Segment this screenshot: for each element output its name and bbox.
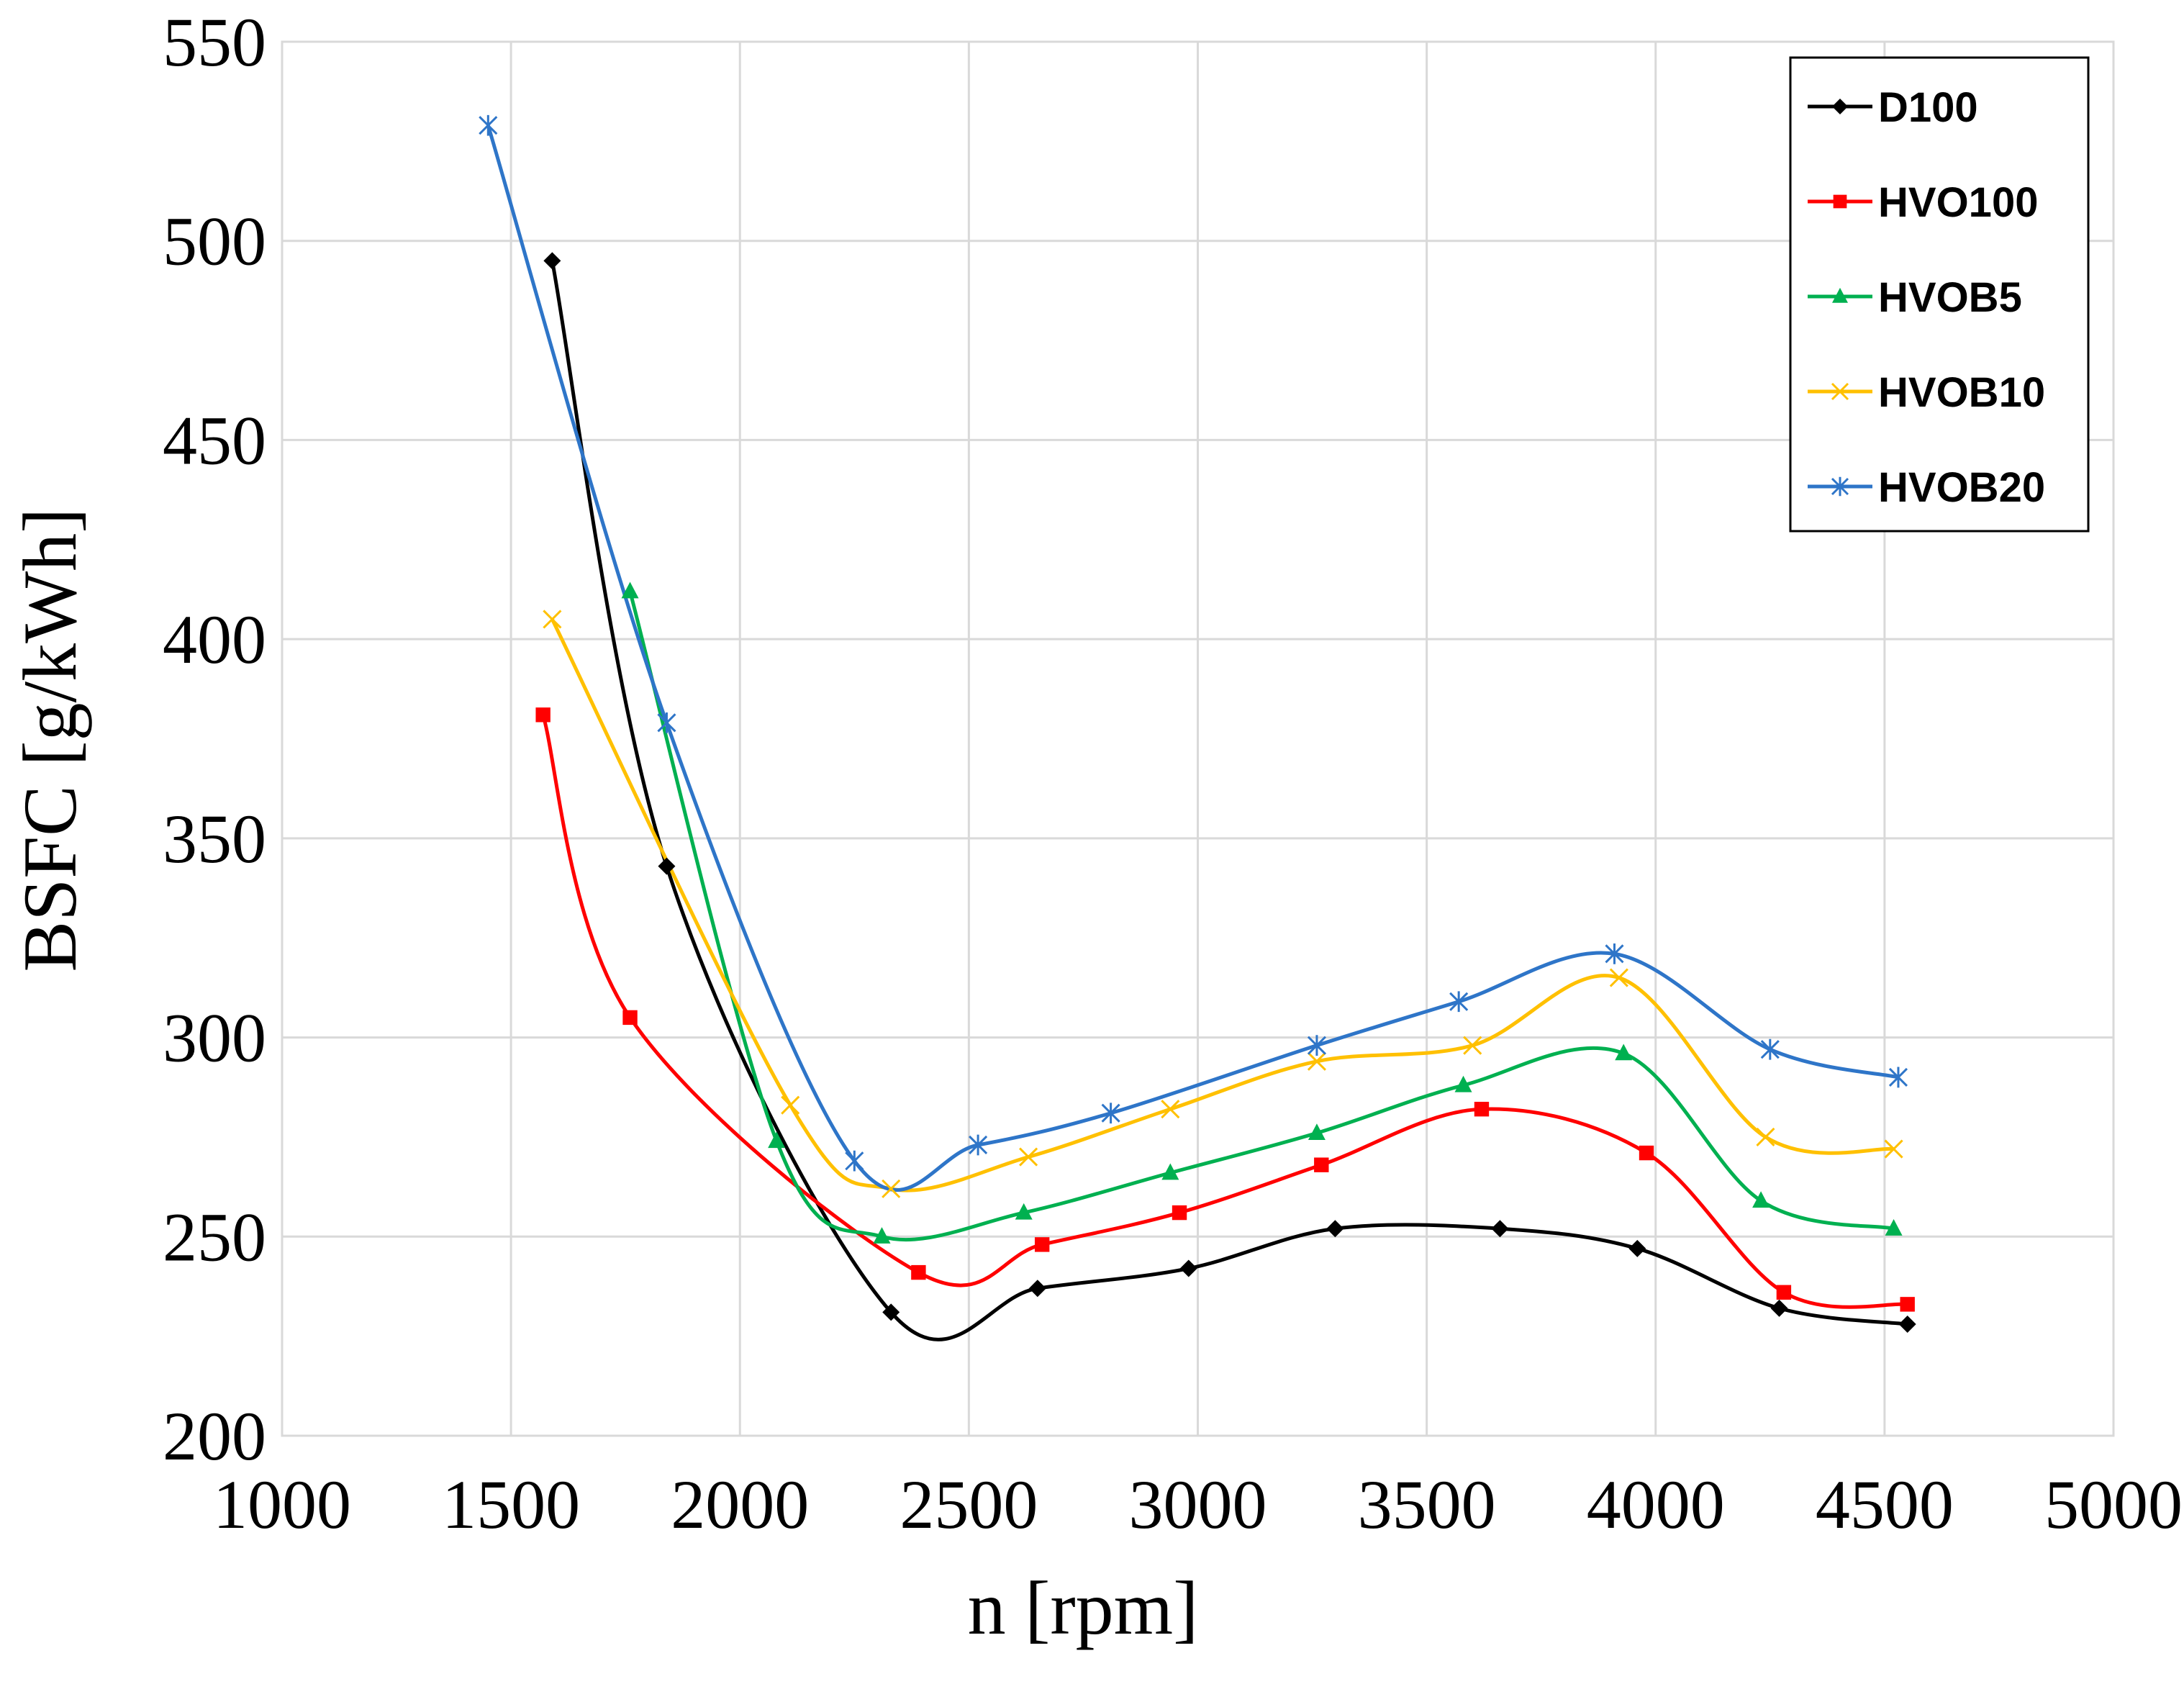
data-point-hvob5: [1615, 1044, 1633, 1061]
legend-label-hvo100: HVO100: [1878, 179, 2038, 226]
x-tick-label: 5000: [2044, 1466, 2183, 1543]
x-tick-label: 1000: [213, 1466, 351, 1543]
x-tick-label: 3500: [1358, 1466, 1496, 1543]
data-point-d100: [1028, 1280, 1046, 1298]
legend-item-hvo100: HVO100: [1808, 179, 2038, 226]
data-point-hvob5: [873, 1227, 891, 1244]
data-point-d100: [1770, 1299, 1788, 1317]
data-point-hvo100: [1900, 1297, 1915, 1312]
data-point-hvob10: [1609, 968, 1628, 987]
x-axis-tick-labels: 1000 1500 2000 2500 3000 3500 4000 4500 5000: [213, 1466, 2183, 1543]
data-point-hvob20: [1605, 943, 1624, 964]
data-point-hvob20: [479, 114, 498, 136]
data-point-hvob20: [1307, 1035, 1326, 1056]
legend-marker-hvob5: [1832, 287, 1848, 303]
series-points-hvob5: [621, 581, 1903, 1244]
data-point-hvob5: [1885, 1219, 1903, 1236]
series-points-d100: [543, 252, 1916, 1334]
y-tick-label: 350: [163, 800, 266, 877]
data-point-d100: [882, 1303, 900, 1321]
series-line-hvob10: [550, 618, 1894, 1192]
data-point-d100: [658, 857, 676, 875]
y-tick-label: 400: [163, 601, 266, 678]
data-point-hvob10: [882, 1179, 901, 1198]
data-point-hvob5: [1308, 1123, 1326, 1140]
data-point-hvo100: [1172, 1205, 1187, 1221]
legend-marker-hvob10: [1831, 382, 1849, 401]
series-points-hvo100: [535, 707, 1915, 1312]
y-tick-label: 200: [163, 1398, 266, 1475]
legend-label-hvob20: HVOB20: [1878, 464, 2045, 511]
x-axis-title: n [rpm]: [968, 1566, 1199, 1650]
data-point-hvob10: [1161, 1100, 1180, 1119]
data-point-hvob10: [1307, 1051, 1326, 1071]
legend-label-hvob5: HVOB5: [1878, 274, 2022, 321]
data-point-hvo100: [535, 707, 550, 723]
series-points-hvob20: [479, 114, 1908, 1172]
data-point-hvob10: [1756, 1127, 1775, 1146]
data-point-hvob5: [1752, 1191, 1770, 1208]
y-tick-label: 450: [163, 402, 266, 479]
legend-item-hvob20: HVOB20: [1808, 464, 2045, 511]
legend-marker-hvo100: [1833, 194, 1847, 209]
y-tick-label: 550: [163, 4, 266, 81]
data-point-hvob10: [543, 610, 562, 629]
x-tick-label: 2500: [900, 1466, 1038, 1543]
x-tick-label: 1500: [442, 1466, 580, 1543]
data-point-hvo100: [1314, 1157, 1329, 1172]
legend-item-hvob5: HVOB5: [1808, 274, 2022, 321]
data-point-hvob20: [969, 1134, 988, 1156]
legend-marker-d100: [1832, 99, 1848, 114]
series-markers: [479, 114, 1916, 1334]
data-point-hvo100: [1639, 1145, 1654, 1161]
data-point-hvob5: [621, 581, 639, 599]
legend-item-d100: D100: [1808, 84, 1978, 131]
data-point-hvo100: [1776, 1285, 1792, 1300]
y-tick-label: 250: [163, 1198, 266, 1275]
legend-label-d100: D100: [1878, 84, 1978, 131]
y-tick-label: 300: [163, 1000, 266, 1077]
y-tick-label: 500: [163, 203, 266, 280]
legend: D100 HVO100 HVOB5 HVOB10 HVOB20: [1789, 56, 2090, 533]
legend-label-hvob10: HVOB10: [1878, 369, 2045, 416]
data-point-d100: [1491, 1220, 1509, 1238]
y-axis-title: BSFC [g/kWh]: [8, 508, 92, 972]
data-point-d100: [1326, 1220, 1344, 1238]
x-tick-label: 4000: [1587, 1466, 1725, 1543]
x-tick-label: 4500: [1816, 1466, 1954, 1543]
y-axis-tick-labels: 200 250 300 350 400 450 500 550: [163, 4, 266, 1475]
data-point-hvob20: [657, 712, 676, 733]
data-point-hvob5: [1015, 1203, 1033, 1220]
x-tick-label: 2000: [671, 1466, 809, 1543]
legend-marker-hvob20: [1831, 476, 1849, 497]
data-point-d100: [1628, 1239, 1646, 1257]
data-point-hvob20: [1760, 1038, 1780, 1060]
data-point-hvo100: [1034, 1237, 1050, 1252]
data-point-hvo100: [1474, 1101, 1490, 1117]
x-tick-label: 3000: [1129, 1466, 1267, 1543]
data-point-hvob10: [781, 1095, 800, 1115]
plot-area-border: [281, 40, 2115, 1437]
data-point-hvo100: [622, 1010, 638, 1026]
data-point-hvob20: [1888, 1067, 1908, 1088]
data-point-hvo100: [911, 1264, 926, 1280]
legend-item-hvob10: HVOB10: [1808, 369, 2045, 416]
series-line-hvob5: [628, 591, 1895, 1242]
data-point-hvob10: [1884, 1139, 1903, 1159]
data-point-d100: [1898, 1316, 1916, 1334]
data-point-hvob10: [1019, 1147, 1038, 1167]
data-point-d100: [1179, 1259, 1197, 1277]
data-point-hvob20: [1101, 1103, 1120, 1124]
data-point-hvob5: [768, 1131, 786, 1149]
data-point-hvob20: [845, 1150, 864, 1172]
data-point-d100: [543, 252, 561, 270]
data-point-hvob10: [1463, 1036, 1482, 1055]
data-point-hvob5: [1161, 1163, 1179, 1180]
data-point-hvob5: [1454, 1075, 1472, 1092]
data-point-hvob20: [1449, 991, 1469, 1013]
series-points-hvob10: [543, 610, 1903, 1198]
legend-items: D100 HVO100 HVOB5 HVOB10 HVOB20: [1808, 84, 2045, 511]
